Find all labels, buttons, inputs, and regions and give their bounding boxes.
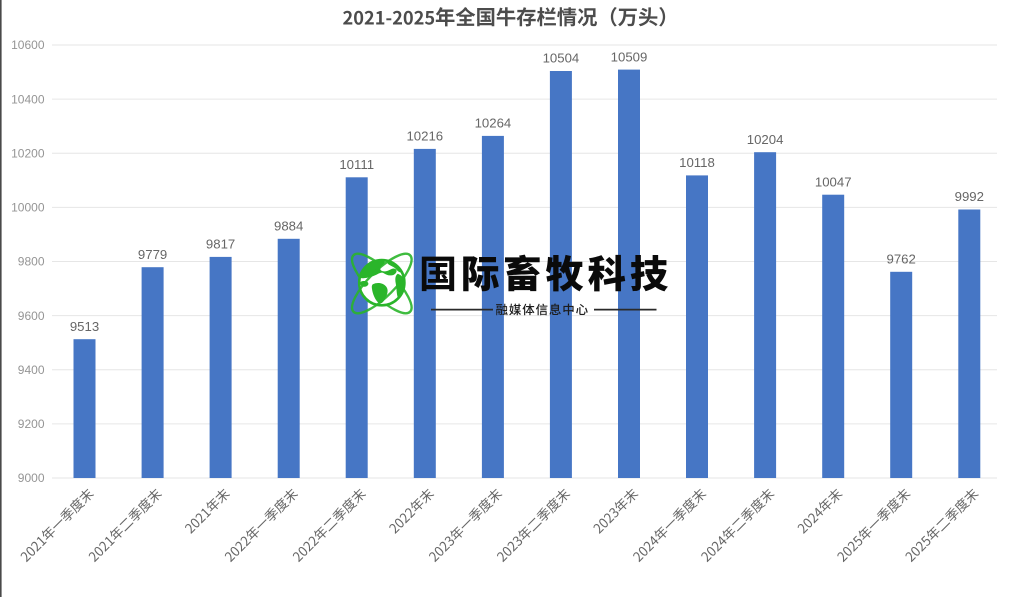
svg-text:9000: 9000 — [18, 471, 45, 485]
svg-text:9400: 9400 — [18, 363, 45, 377]
svg-text:10047: 10047 — [815, 174, 852, 189]
svg-text:10111: 10111 — [339, 157, 374, 172]
svg-text:10509: 10509 — [611, 49, 648, 64]
svg-text:9513: 9513 — [70, 319, 99, 334]
svg-text:10000: 10000 — [11, 201, 45, 215]
svg-text:10200: 10200 — [11, 146, 45, 160]
svg-text:9200: 9200 — [18, 417, 45, 431]
svg-text:10400: 10400 — [11, 92, 45, 106]
svg-text:9779: 9779 — [138, 247, 167, 262]
svg-text:9817: 9817 — [206, 237, 235, 252]
svg-text:10504: 10504 — [543, 51, 580, 66]
svg-text:9762: 9762 — [887, 252, 916, 267]
svg-text:10264: 10264 — [475, 116, 512, 131]
svg-text:9992: 9992 — [955, 189, 984, 204]
svg-text:9600: 9600 — [18, 309, 45, 323]
svg-text:10118: 10118 — [679, 155, 715, 170]
svg-text:10600: 10600 — [11, 38, 45, 52]
svg-text:9800: 9800 — [18, 255, 45, 269]
svg-text:9884: 9884 — [274, 219, 303, 234]
svg-text:10204: 10204 — [747, 132, 784, 147]
svg-text:10216: 10216 — [406, 129, 443, 144]
